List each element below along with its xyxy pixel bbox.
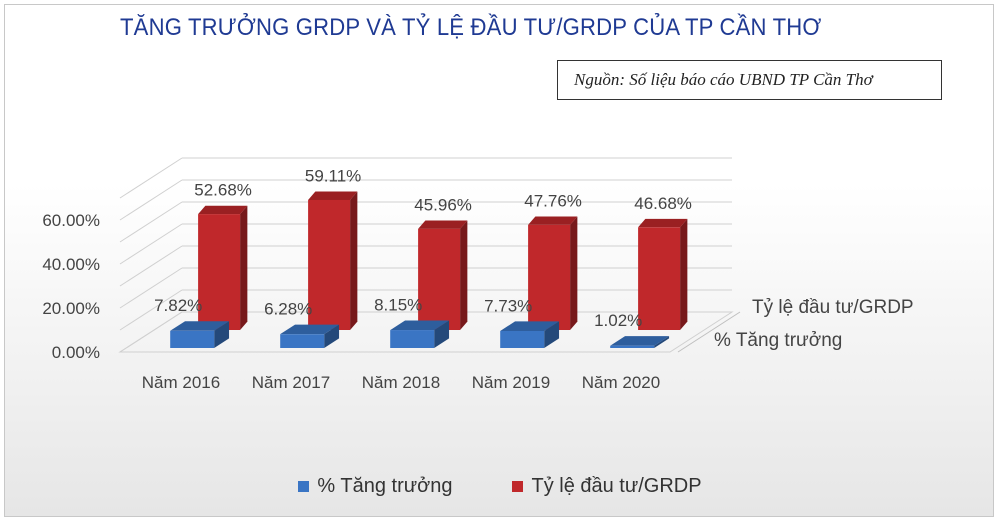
bar-side-growth [214,321,230,348]
y-tick-label: 0.00% [52,343,100,362]
x-tick-label: Năm 2019 [472,373,550,392]
data-label-investment: 46.68% [634,194,692,213]
bar-investment [528,224,571,330]
depth-axis [677,311,741,353]
legend-item-investment: Tỷ lệ đầu tư/GRDP [512,475,702,498]
gridline-side [119,245,183,287]
bar-investment [198,214,241,330]
bar-side-growth [544,321,560,348]
depth-label-growth: % Tăng trưởng [714,330,842,351]
bar-top-growth [280,324,340,335]
y-tick-label: 40.00% [42,255,100,274]
data-label-growth: 7.82% [154,296,202,315]
bar-top-growth [610,336,670,346]
bar-top-growth [390,320,450,331]
data-label-growth: 1.02% [594,311,642,330]
bar-growth [500,330,545,348]
bar-growth [390,330,435,348]
bar-top-investment [638,218,688,228]
chart-floor [118,311,734,353]
source-text: Nguồn: Số liệu báo cáo UBND TP Cần Thơ [574,70,873,89]
legend-swatch-investment [512,481,524,492]
bar-top-growth [500,321,560,331]
bar-growth [280,334,325,348]
data-label-investment: 47.76% [524,192,582,211]
data-label-investment: 59.11% [305,167,361,186]
bar-growth [610,345,655,348]
legend-label-investment: Tỷ lệ đầu tư/GRDP [531,475,702,497]
legend-swatch-growth [298,481,310,492]
bar-side-investment [350,191,358,330]
bar-top-investment [418,220,468,229]
depth-label-investment: Tỷ lệ đầu tư/GRDP [752,297,914,318]
bar-side-growth [654,336,670,348]
data-label-investment: 45.96% [414,195,472,214]
y-tick-label: 60.00% [42,211,100,230]
gridline-side [119,201,183,243]
x-tick-label: Năm 2020 [582,373,660,392]
bar-investment [638,227,681,330]
bar-side-growth [324,324,340,348]
x-tick-label: Năm 2018 [362,373,440,392]
data-label-growth: 7.73% [484,296,532,315]
legend-label-growth: % Tăng trưởng [317,475,453,497]
gridline-side [119,179,183,221]
source-note: Nguồn: Số liệu báo cáo UBND TP Cần Thơ [557,60,942,100]
bar-side-investment [680,218,688,330]
gridline-side [119,223,183,265]
gridline-side [119,157,183,199]
bar-side-investment [460,220,468,330]
x-tick-label: Năm 2016 [142,373,220,392]
bar-investment [308,199,351,330]
legend: % Tăng trưởng Tỷ lệ đầu tư/GRDP [0,475,1000,498]
bar-side-investment [240,205,248,330]
bar-investment [418,228,461,330]
bar-side-growth [434,320,450,348]
data-label-investment: 52.68% [194,181,252,200]
bar-side-investment [570,216,578,330]
x-tick-label: Năm 2017 [252,373,330,392]
gridline-side [119,267,183,309]
y-tick-label: 20.00% [42,299,100,318]
bar-growth [170,330,215,348]
data-label-growth: 8.15% [374,295,422,314]
bar-top-investment [198,205,248,215]
bar-top-investment [308,191,358,200]
chart-title: TĂNG TRƯỞNG GRDP VÀ TỶ LỆ ĐẦU TƯ/GRDP CỦ… [120,14,822,41]
bar-top-investment [528,216,578,225]
bar-top-growth [170,321,230,331]
data-label-growth: 6.28% [264,300,312,319]
gridline-side [119,289,183,331]
legend-item-growth: % Tăng trưởng [298,475,452,498]
